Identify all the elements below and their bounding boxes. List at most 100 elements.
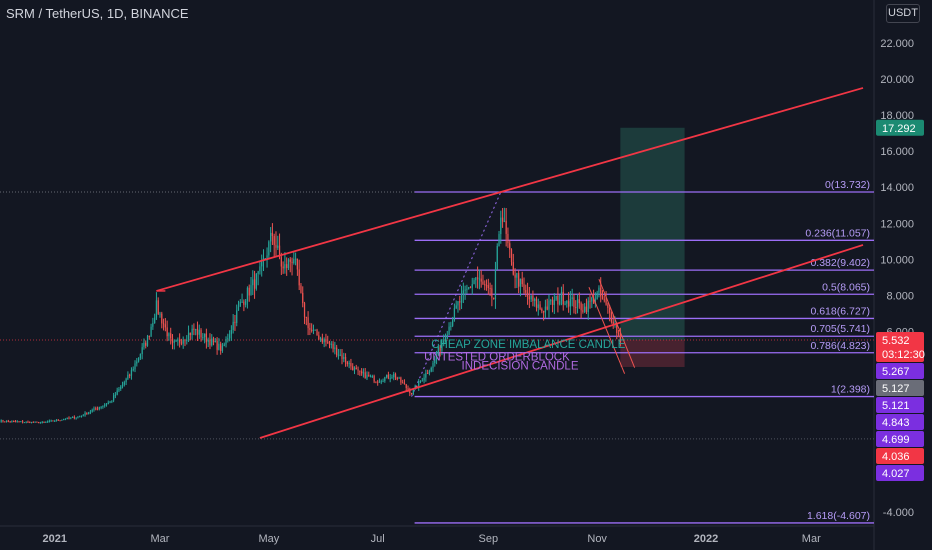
price-label-bg [876, 362, 924, 379]
candle-body [532, 295, 534, 302]
candle-body [104, 404, 106, 406]
candle-body [464, 289, 466, 291]
candle-body [39, 422, 42, 424]
candle-body [179, 339, 181, 343]
candle-body [514, 274, 516, 278]
candle-body [245, 301, 247, 305]
candle-body [264, 258, 266, 260]
candle-body [166, 327, 168, 337]
candle-body [170, 333, 172, 339]
candle-body [455, 305, 457, 309]
candle-body [227, 338, 229, 340]
candle-body [187, 332, 190, 340]
candle-body [148, 335, 150, 337]
candle-body [366, 374, 368, 379]
candle-body [430, 367, 432, 372]
candle-body [93, 408, 95, 410]
candle-body [446, 334, 448, 339]
candle-body [230, 329, 232, 335]
candle-body [143, 342, 145, 348]
candle-body [359, 370, 361, 372]
candle-body [548, 300, 550, 310]
price-label-bg [876, 119, 924, 136]
candle-body [600, 287, 602, 297]
candle-body [164, 324, 166, 328]
candle-body [66, 417, 68, 420]
candle-body [220, 343, 222, 351]
candle-body [221, 345, 224, 351]
candle-body [473, 280, 475, 285]
candle-body [550, 300, 552, 302]
candle-body [384, 377, 386, 382]
candle-body [425, 373, 427, 378]
candle-body [344, 356, 347, 362]
candle-body [437, 347, 439, 356]
candle-body [70, 417, 72, 419]
candle-body [564, 303, 566, 305]
candle-body [385, 374, 388, 378]
price-label: 5.532 [882, 335, 910, 347]
candle-body [171, 338, 174, 343]
candle-body [321, 338, 323, 343]
candle-body [382, 381, 384, 383]
fib-level-label: 1(2.398) [831, 384, 870, 396]
candle-body [161, 313, 163, 324]
candle-body [580, 303, 582, 311]
candle-body [319, 338, 322, 340]
candle-body [129, 374, 131, 376]
y-tick-label: 16.000 [880, 146, 914, 158]
candle-body [157, 300, 159, 314]
price-label: 4.699 [882, 434, 910, 446]
currency-badge[interactable]: USDT [886, 4, 920, 23]
candle-body [294, 258, 297, 260]
candle-body [557, 295, 559, 305]
candle-body [89, 411, 92, 413]
candle-body [261, 261, 263, 267]
candle-body [259, 266, 261, 272]
candle-body [346, 361, 348, 365]
candle-body [73, 416, 75, 419]
candle-body [302, 292, 304, 304]
chart-annotation: UNTESTED ORDERBLOCK [424, 351, 570, 363]
candle-body [471, 284, 473, 288]
candle-body [493, 297, 495, 300]
candle-body [612, 321, 614, 326]
candle-body [309, 328, 311, 330]
candle-body [378, 381, 381, 383]
candle-body [13, 420, 15, 422]
candle-body [460, 294, 463, 303]
candle-body [114, 394, 117, 396]
candle-body [516, 273, 518, 278]
candle-body [111, 400, 113, 402]
candle-body [191, 328, 193, 336]
candle-body [555, 295, 557, 300]
candle-body [61, 419, 63, 421]
candle-body [2, 420, 4, 422]
candle-body [287, 259, 290, 268]
candle-body [364, 372, 366, 379]
candle-body [327, 341, 329, 343]
candle-body [86, 412, 88, 415]
candle-body [530, 295, 532, 300]
candle-body [462, 290, 464, 295]
candle-body [617, 333, 620, 335]
candle-body [551, 300, 554, 305]
candle-body [268, 241, 270, 256]
candle-body [68, 417, 70, 419]
candle-body [82, 415, 84, 417]
candle-body [88, 412, 90, 415]
candle-body [361, 371, 363, 374]
candle-body [566, 301, 568, 304]
candle-body [601, 296, 604, 300]
candle-body [252, 279, 254, 286]
candle-body [232, 321, 234, 330]
candle-body [373, 376, 375, 382]
fib-level-label: 0.786(4.823) [810, 340, 870, 352]
candle-body [421, 380, 423, 382]
candle-body [582, 310, 584, 312]
fib-level-label: 0.618(6.727) [810, 305, 870, 317]
candle-body [325, 339, 327, 342]
candle-body [332, 343, 334, 349]
